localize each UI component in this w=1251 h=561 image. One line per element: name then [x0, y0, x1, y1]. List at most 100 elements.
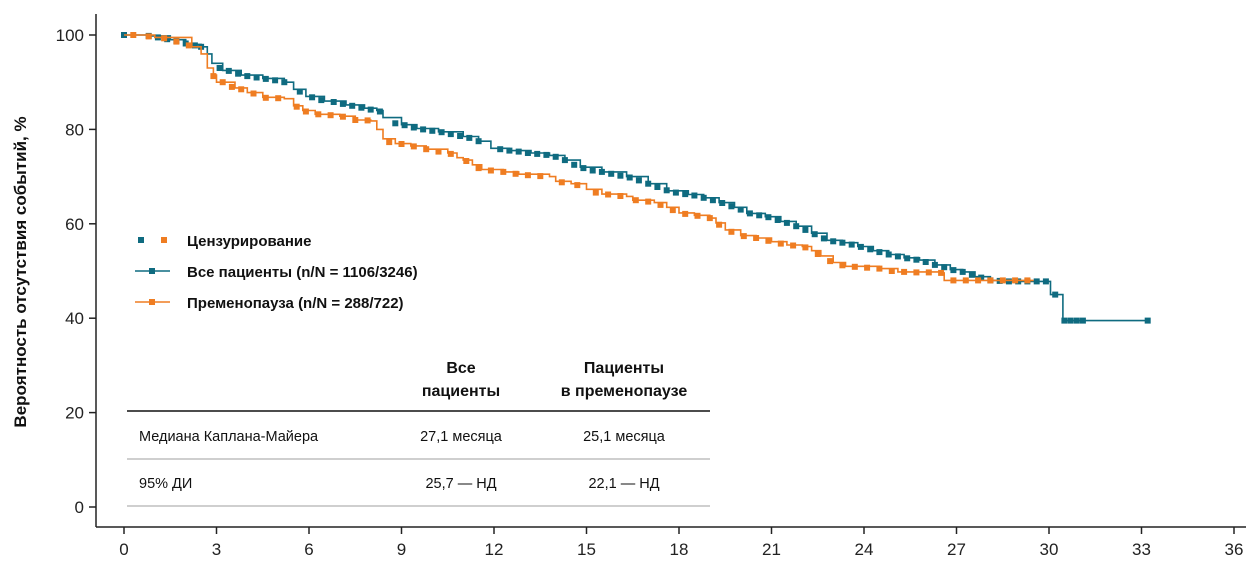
censor-marker	[352, 117, 359, 123]
censor-marker	[420, 126, 427, 133]
censor-marker	[293, 103, 300, 110]
censor-marker	[235, 70, 242, 77]
censor-marker	[830, 238, 837, 245]
censor-marker	[682, 191, 689, 198]
censor-marker	[447, 131, 454, 138]
censor-marker	[719, 200, 726, 206]
censor-marker	[645, 180, 652, 187]
censor-marker	[657, 201, 664, 208]
table-row-median-premenopause: 25,1 месяца	[583, 429, 666, 445]
censor-marker	[327, 112, 334, 119]
censor-marker	[475, 138, 482, 145]
table-row-ci-all: 25,7 — НД	[425, 476, 496, 492]
censor-marker	[253, 74, 260, 81]
censor-marker	[901, 268, 908, 275]
censor-marker	[466, 134, 473, 141]
censor-marker	[635, 177, 642, 184]
censor-marker	[753, 235, 760, 241]
censor-marker	[848, 241, 855, 248]
censor-marker	[487, 167, 494, 174]
legend-marker-all	[149, 268, 155, 274]
censor-marker	[410, 124, 417, 131]
censor-marker	[534, 150, 541, 157]
x-tick-label: 36	[1225, 540, 1244, 559]
table-header-all-line2: пациенты	[422, 383, 500, 400]
censor-marker	[182, 40, 189, 47]
censor-marker	[978, 274, 985, 281]
censor-marker	[746, 210, 753, 217]
x-tick-label: 9	[397, 540, 406, 559]
legend: Цензурирование Все пациенты (n/N = 1106/…	[135, 233, 418, 312]
legend-marker-premenopause	[149, 299, 155, 305]
censor-marker	[728, 228, 735, 235]
censor-marker	[645, 198, 652, 205]
censor-marker	[959, 268, 966, 275]
censor-marker	[463, 158, 470, 164]
censor-marker	[358, 104, 365, 111]
censor-marker	[783, 219, 790, 226]
censor-marker	[330, 99, 337, 105]
censor-marker	[512, 170, 519, 177]
x-tick-label: 27	[947, 540, 966, 559]
censor-marker	[968, 271, 975, 278]
y-tick-label: 100	[56, 26, 84, 45]
censor-marker	[922, 259, 929, 265]
censor-marker	[281, 79, 288, 86]
censor-marker	[1015, 278, 1022, 285]
censor-marker	[793, 223, 800, 230]
censor-marker	[367, 106, 374, 113]
censor-marker	[867, 246, 874, 253]
censor-marker	[885, 251, 892, 258]
censor-marker	[457, 133, 464, 139]
censor-marker	[1024, 277, 1031, 284]
censor-marker	[790, 242, 797, 249]
x-tick-label: 0	[119, 540, 128, 559]
censor-marker	[438, 129, 445, 136]
x-tick-label: 3	[212, 540, 221, 559]
y-ticks: 0 20 40 60 80 100	[56, 26, 96, 517]
censor-marker	[500, 168, 507, 175]
censor-marker	[682, 210, 689, 217]
censor-marker	[950, 277, 957, 284]
censor-marker	[210, 73, 217, 80]
series-all-patients	[121, 32, 1151, 324]
censor-marker	[802, 226, 809, 233]
censor-marker	[605, 191, 612, 198]
censor-marker	[598, 168, 605, 175]
censor-marker	[216, 65, 223, 71]
censor-marker	[626, 174, 633, 181]
censor-marker	[309, 94, 316, 101]
censor-marker	[349, 102, 356, 109]
censor-marker	[339, 113, 346, 120]
censor-marker	[401, 122, 408, 129]
censor-marker	[1042, 278, 1049, 285]
censor-marker	[962, 277, 969, 284]
x-tick-label: 18	[670, 540, 689, 559]
censor-marker	[814, 251, 821, 257]
x-tick-label: 21	[762, 540, 781, 559]
censor-marker	[931, 261, 938, 268]
x-tick-label: 15	[577, 540, 596, 559]
censor-marker	[876, 265, 883, 272]
censor-marker	[435, 148, 442, 155]
survival-curves	[121, 32, 1151, 324]
censor-marker	[617, 193, 624, 199]
x-tick-label: 6	[304, 540, 313, 559]
censor-marker	[164, 36, 171, 43]
censor-marker	[318, 97, 325, 104]
censor-marker	[506, 147, 513, 154]
censor-marker	[262, 94, 269, 101]
censor-marker	[925, 269, 932, 276]
censor-marker	[558, 179, 565, 186]
censor-marker	[839, 262, 846, 269]
y-tick-label: 60	[65, 215, 84, 234]
censor-marker	[694, 212, 701, 219]
censor-marker	[228, 83, 235, 90]
censor-marker	[811, 231, 818, 238]
censor-marker	[691, 192, 698, 199]
censor-marker	[524, 172, 531, 179]
y-tick-label: 40	[65, 309, 84, 328]
censor-marker	[999, 277, 1006, 284]
censor-marker	[1073, 317, 1080, 324]
